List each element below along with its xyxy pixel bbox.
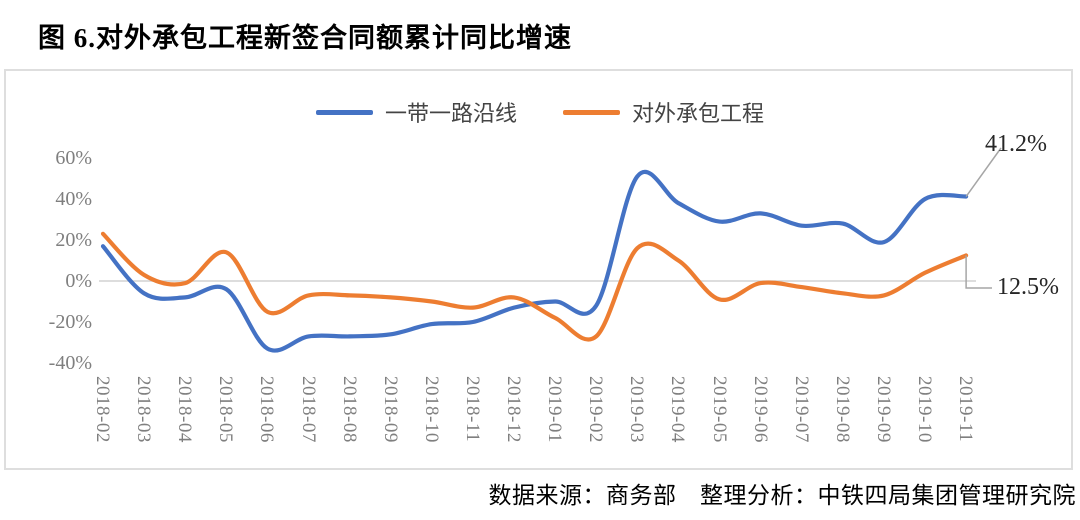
x-axis-tick-label: 2018-03 [133,376,155,443]
x-axis-tick-label: 2019-03 [626,376,648,443]
x-axis-tick-label: 2018-02 [92,376,113,443]
x-axis-tick-label: 2019-05 [708,376,730,443]
x-axis-tick-label: 2019-10 [914,376,935,443]
y-axis-tick-label: 40% [55,188,92,210]
x-axis-tick-label: 2018-12 [503,376,524,443]
x-axis-tick-label: 2019-04 [667,376,689,443]
x-axis-tick-label: 2019-01 [544,376,566,443]
x-axis-tick-label: 2018-08 [338,376,360,443]
legend-label: 一带一路沿线 [384,101,517,126]
data-source-note: 数据来源：商务部 整理分析：中铁四局集团管理研究院 [488,483,1076,508]
x-axis-tick-label: 2018-07 [297,376,319,443]
y-axis-tick-label: -20% [48,311,92,333]
x-axis-tick-label: 2018-09 [379,376,401,443]
x-axis-tick-label: 2018-06 [256,376,278,443]
x-axis-tick-label: 2019-06 [749,376,771,443]
figure-title: 图 6.对外承包工程新签合同额累计同比增速 [38,23,572,53]
x-axis-tick-label: 2018-04 [174,376,196,443]
x-axis-tick-label: 2018-05 [215,376,237,443]
y-axis-tick-label: 60% [55,147,92,169]
legend-label: 对外承包工程 [632,101,765,126]
legend-item: 对外承包工程 [563,96,764,128]
x-axis-tick-label: 2019-02 [585,376,607,443]
annotation-bri-end-value: 41.2% [985,131,1047,157]
x-axis-tick-label: 2019-11 [955,376,977,443]
x-axis-tick-label: 2018-11 [461,376,483,443]
legend-item: 一带一路沿线 [315,96,517,128]
legend-line-swatch [563,109,620,115]
annotation-project-end-value: 12.5% [997,274,1059,300]
y-axis-tick-label: 20% [55,229,92,251]
x-axis-tick-label: 2018-10 [420,376,442,443]
x-axis-tick-label: 2019-07 [790,376,812,443]
x-axis-tick-label: 2019-08 [831,376,853,443]
series-line-bri [100,169,969,353]
legend-line-swatch [315,109,373,115]
x-axis-tick-label: 2019-09 [872,376,894,443]
chart-plot-area [4,69,1073,470]
y-axis-tick-label: -40% [48,352,92,374]
y-axis-tick-label: 0% [65,270,92,292]
chart-legend: 一带一路沿线 对外承包工程 [0,96,1080,128]
series-line-foreign-projects [100,231,969,342]
leader-line-project-annotation [965,255,992,289]
leader-line-bri-annotation [965,147,1002,197]
